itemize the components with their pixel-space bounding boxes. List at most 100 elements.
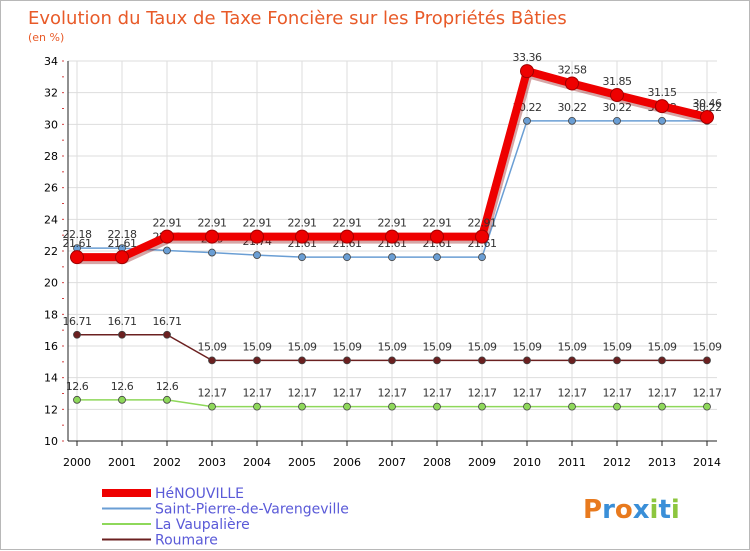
data-point [70, 250, 84, 265]
data-label: 22.91 [378, 217, 407, 230]
x-tick-label: 2013 [648, 456, 676, 469]
data-label: 12.6 [156, 380, 179, 393]
data-point [208, 402, 216, 411]
data-label: 12.17 [378, 387, 407, 400]
data-point [388, 402, 396, 411]
data-label: 15.09 [423, 340, 452, 353]
chart-subtitle: (en %) [28, 31, 64, 44]
data-point [205, 229, 219, 244]
data-label: 15.09 [648, 340, 677, 353]
data-point [433, 402, 441, 411]
data-label: 12.17 [648, 387, 677, 400]
data-label: 16.71 [153, 315, 182, 328]
y-tick-label: 34 [44, 55, 58, 68]
data-point [115, 250, 129, 265]
data-label: 12.17 [693, 387, 722, 400]
data-point [208, 248, 216, 257]
data-label: 12.6 [66, 380, 89, 393]
data-point [478, 356, 486, 365]
data-label: 12.17 [603, 387, 632, 400]
data-point [520, 64, 534, 79]
brand-letter: x [633, 495, 650, 525]
data-point [655, 99, 669, 114]
data-label: 22.18 [108, 228, 137, 241]
data-label: 12.17 [423, 387, 452, 400]
data-label: 15.09 [198, 340, 227, 353]
data-label: 22.91 [468, 217, 497, 230]
x-tick-label: 2011 [558, 456, 586, 469]
brand-letter: P [583, 495, 602, 525]
x-tick-label: 2007 [378, 456, 406, 469]
data-label: 15.09 [468, 340, 497, 353]
y-tick-label: 10 [44, 435, 58, 448]
data-point [565, 76, 579, 91]
data-label: 15.09 [558, 340, 587, 353]
legend-label: HéNOUVILLE [155, 486, 244, 502]
x-tick-label: 2010 [513, 456, 541, 469]
data-point [613, 116, 621, 125]
data-label: 22.91 [423, 217, 452, 230]
data-point [298, 402, 306, 411]
x-tick-label: 2012 [603, 456, 631, 469]
data-label: 15.09 [243, 340, 272, 353]
legend: HéNOUVILLESaint-Pierre-de-VarengevilleLa… [102, 486, 349, 549]
brand-letter: r [602, 495, 615, 525]
proxiti-logo: Proxiti [583, 495, 680, 525]
x-tick-label: 2001 [108, 456, 136, 469]
data-label: 15.09 [288, 340, 317, 353]
data-point [340, 229, 354, 244]
data-label: 22.18 [63, 228, 92, 241]
data-point [208, 356, 216, 365]
data-label: 22.91 [198, 217, 227, 230]
data-label: 30.22 [558, 101, 587, 114]
data-label: 15.09 [378, 340, 407, 353]
data-label: 22.91 [288, 217, 317, 230]
data-label: 21.61 [63, 237, 92, 250]
data-point [163, 395, 171, 404]
data-label: 22.91 [153, 217, 182, 230]
data-point [118, 330, 126, 339]
data-point [613, 356, 621, 365]
legend-label: Roumare [155, 533, 218, 549]
data-point [475, 229, 489, 244]
data-label: 22.91 [333, 217, 362, 230]
x-tick-label: 2014 [693, 456, 721, 469]
data-point [73, 330, 81, 339]
x-tick-label: 2002 [153, 456, 181, 469]
data-point [163, 330, 171, 339]
data-point [250, 229, 264, 244]
y-tick-label: 16 [44, 340, 58, 353]
data-point [478, 402, 486, 411]
data-label: 30.22 [603, 101, 632, 114]
data-point [160, 229, 174, 244]
brand-letter: i [671, 495, 680, 525]
data-label: 15.09 [333, 340, 362, 353]
data-point [568, 116, 576, 125]
chart-title: Evolution du Taux de Taxe Foncière sur l… [28, 8, 567, 29]
y-tick-label: 22 [44, 245, 58, 258]
brand-text: Proxiti [583, 495, 680, 525]
data-label: 21.61 [108, 237, 137, 250]
data-point [253, 356, 261, 365]
series-la-vaupaliere: 12.6 12.6 12.6 12.17 12.17 12.17 12.17 12.17 12.… [66, 380, 722, 411]
data-label: 12.17 [558, 387, 587, 400]
data-label: 15.09 [603, 340, 632, 353]
legend-label: Saint-Pierre-de-Varengeville [155, 502, 349, 518]
x-tick-label: 2008 [423, 456, 451, 469]
data-point [703, 402, 711, 411]
data-label: 16.71 [108, 315, 137, 328]
data-point [343, 253, 351, 262]
data-point [388, 253, 396, 262]
y-tick-label: 30 [44, 118, 58, 131]
data-label: 15.09 [513, 340, 542, 353]
data-point [568, 402, 576, 411]
data-point [163, 246, 171, 255]
y-tick-label: 14 [44, 372, 58, 385]
data-label: 30.22 [693, 101, 722, 114]
legend-label: La Vaupalière [155, 517, 250, 533]
y-tick-label: 18 [44, 308, 58, 321]
data-point [610, 88, 624, 103]
data-point [118, 395, 126, 404]
data-label: 31.85 [603, 75, 632, 88]
y-tick-label: 26 [44, 182, 58, 195]
